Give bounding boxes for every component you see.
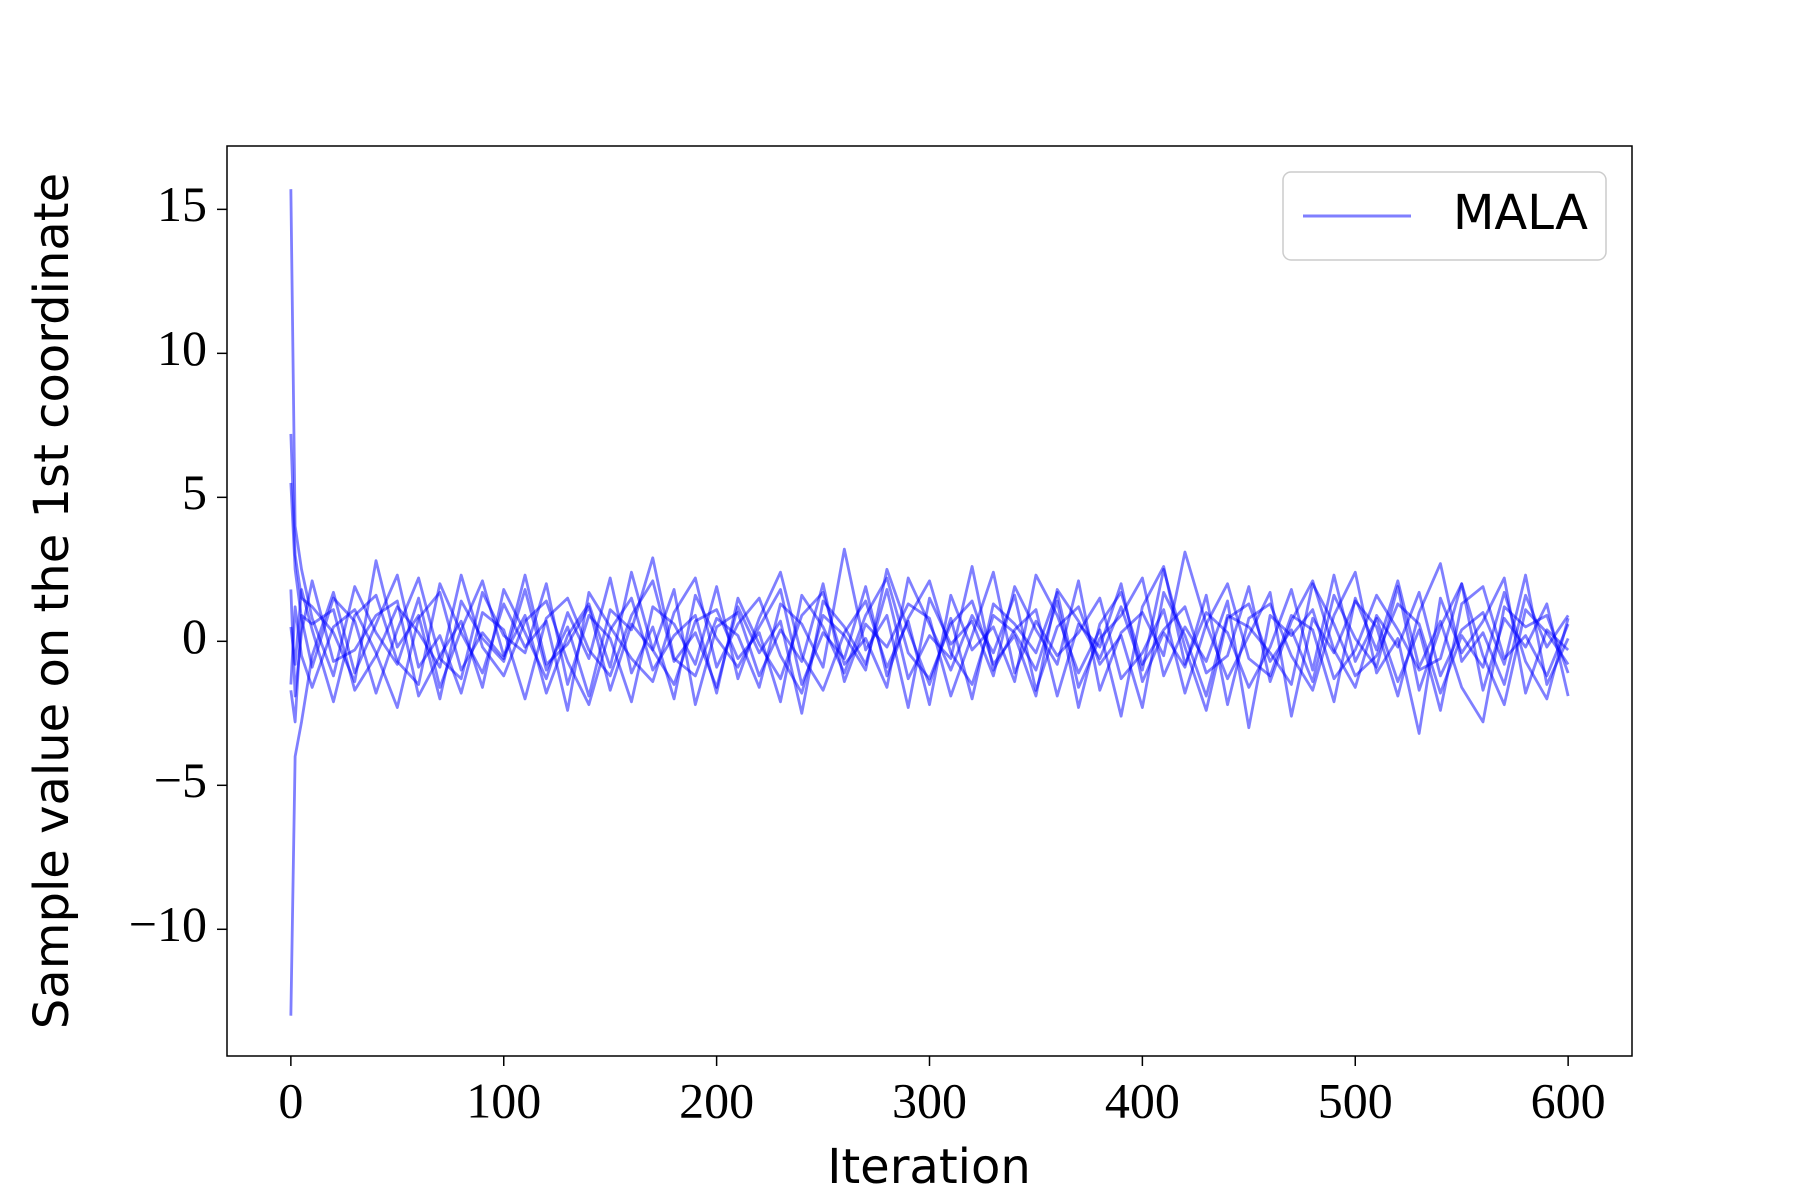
y-axis-label: Sample value on the 1st coordinate	[24, 173, 80, 1029]
series-line	[289, 570, 1570, 724]
y-tick-label: 0	[182, 608, 207, 664]
y-tick-label: 15	[157, 176, 207, 232]
y-tick-label: 10	[157, 320, 207, 376]
series-line	[289, 573, 1570, 709]
x-tick-label: 600	[1531, 1072, 1606, 1128]
x-tick-label: 500	[1318, 1072, 1393, 1128]
y-tick-label: 5	[182, 464, 207, 520]
x-tick-label: 300	[892, 1072, 967, 1128]
legend-label: MALA	[1453, 185, 1588, 241]
series-line	[289, 565, 1570, 1016]
legend-box	[1282, 171, 1607, 261]
x-tick-label: 200	[679, 1072, 754, 1128]
series-line	[289, 433, 1570, 718]
x-tick-label: 0	[278, 1072, 303, 1128]
y-tick-label: −5	[154, 752, 207, 808]
x-tick-label: 400	[1105, 1072, 1180, 1128]
x-tick-label: 100	[466, 1072, 541, 1128]
series-line	[289, 573, 1570, 724]
x-axis-label: Iteration	[827, 1139, 1031, 1195]
y-tick-label: −10	[129, 896, 207, 952]
plot-frame	[226, 145, 1633, 1057]
